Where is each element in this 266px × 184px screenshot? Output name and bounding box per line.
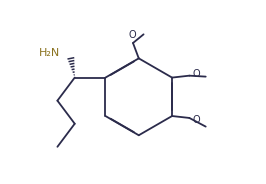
Text: O: O	[128, 30, 136, 40]
Text: H₂N: H₂N	[39, 48, 60, 58]
Text: O: O	[192, 115, 200, 125]
Text: O: O	[192, 69, 200, 79]
